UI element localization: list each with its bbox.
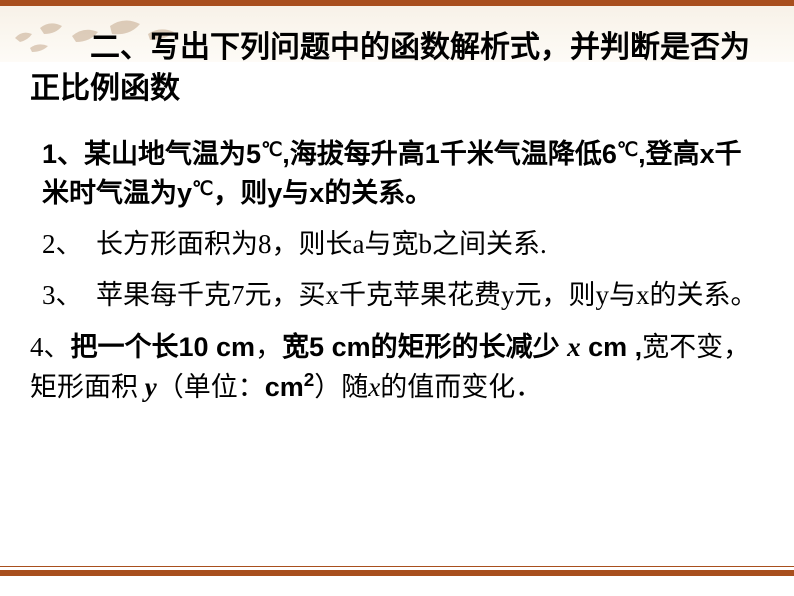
p1-x: x [700,139,715,169]
problem-2: 2、 长方形面积为8，则长a与宽b之间关系. [30,225,764,264]
problem-1: 1、某山地气温为5℃,海拔每升高1千米气温降低6℃,登高x千米时气温为y℃，则y… [30,135,764,213]
p1-text-h: 的关系。 [324,178,432,208]
p4-text-d: ）随 [314,372,368,402]
p2-text: 长方形面积为8，则长a与宽b之间关系. [96,229,547,259]
p3-text: 苹果每千克7元，买x千克苹果花费y元，则y与x的关系。 [96,280,758,310]
section-title: 二、写出下列问题中的函数解析式，并判断是否为正比例函数 [30,28,764,109]
problem-1-prefix: 1、 [42,139,84,169]
slide-content: 二、写出下列问题中的函数解析式，并判断是否为正比例函数 1、某山地气温为5℃,海… [30,28,764,419]
bottom-border [0,570,794,576]
p4-unit: cm [265,372,304,402]
p1-deg3: ℃ [192,179,213,200]
p4-bold-a: 把一个长10 cm [71,332,256,362]
p4-text-c: （单位： [157,372,265,402]
p4-bold-c: cm , [581,332,643,362]
p1-y: y [177,178,192,208]
p1-deg1: ℃ [261,140,282,161]
p4-y: y [145,372,157,402]
p1-text-b: ,海拔每升高 [282,139,425,169]
p1-text-a: 某山地气温为 [84,139,246,169]
bottom-thin-border [0,566,794,567]
p1-text-d: ,登高 [638,139,700,169]
p1-text-g: 与 [282,178,309,208]
p1-deg2: ℃ [617,140,638,161]
p1-val5: 5 [246,139,261,169]
p1-text-f: ，则 [213,178,267,208]
p4-text-a: ， [255,332,282,362]
p4-text-e: 的值而变化． [380,372,542,402]
p1-y2: y [267,178,282,208]
problem-2-prefix: 2、 [42,229,69,259]
p1-x2: x [309,178,324,208]
p4-bold-b: 宽5 cm的矩形的长减少 [282,332,567,362]
problem-4: 4、把一个长10 cm，宽5 cm的矩形的长减少 x cm ,宽不变，矩形面积 … [30,328,764,407]
p1-text-c: 千米气温降低 [440,139,602,169]
p2-spacer [69,229,96,259]
problem-3-prefix: 3、 [42,280,69,310]
problem-3: 3、 苹果每千克7元，买x千克苹果花费y元，则y与x的关系。 [30,276,764,315]
p1-val1: 1 [425,139,440,169]
p3-spacer [69,280,96,310]
problem-4-prefix: 4、 [30,332,71,362]
p4-sup: 2 [304,370,315,391]
p4-x2: x [368,372,380,402]
p4-x: x [567,332,581,362]
p1-val6: 6 [602,139,617,169]
